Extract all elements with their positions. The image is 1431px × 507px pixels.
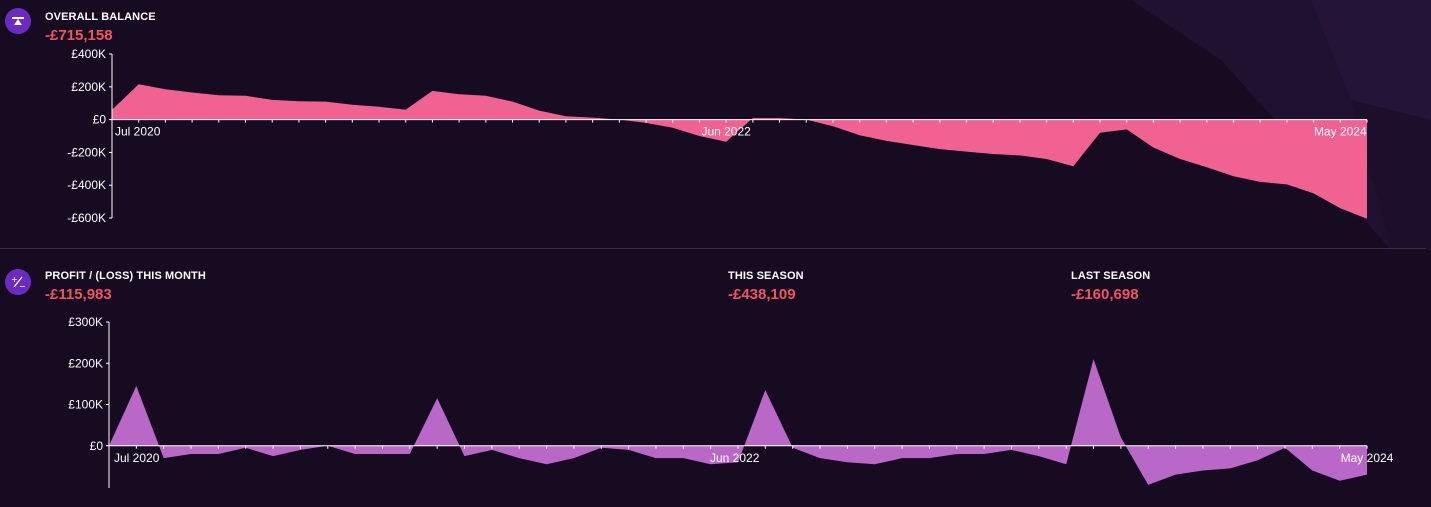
balance-x-tick-label: May 2024: [1314, 125, 1367, 139]
balance-y-tick-label: £400K: [71, 47, 106, 61]
balance-y-tick-label: -£400K: [67, 178, 106, 192]
this-season-label: THIS SEASON: [728, 270, 804, 282]
overall-balance-chart: £400K £200K £0 -£200K -£400K -£600K Jul 2020 Ju…: [67, 47, 1368, 225]
profit-y-tick-label: £100K: [68, 398, 103, 412]
seesaw-balance-icon: [5, 8, 31, 34]
this-season-value: -£438,109: [728, 286, 796, 303]
overall-balance-value: -£715,158: [45, 27, 113, 44]
profit-x-tick-label: Jul 2020: [114, 451, 160, 465]
balance-area-series: [112, 84, 1367, 219]
balance-x-tick-label: Jul 2020: [115, 125, 161, 139]
balance-x-tick-label: Jun 2022: [701, 125, 751, 139]
overall-balance-label: OVERALL BALANCE: [45, 11, 156, 23]
balance-y-tick-label: £200K: [71, 80, 106, 94]
profit-y-tick-label: £200K: [68, 356, 103, 370]
profit-y-tick-label: £0: [90, 439, 104, 453]
profit-y-tick-label: £300K: [68, 315, 103, 329]
section-divider: [0, 248, 1426, 249]
profit-loss-chart: £300K £200K £100K £0 Jul 2020 Jun 2022 May 202…: [68, 315, 1394, 488]
profit-x-tick-label: May 2024: [1341, 451, 1394, 465]
last-season-value: -£160,698: [1071, 286, 1139, 303]
svg-text:−: −: [19, 282, 26, 290]
last-season-label: LAST SEASON: [1071, 270, 1151, 282]
balance-y-tick-label: £0: [93, 113, 107, 127]
plus-minus-icon: + −: [5, 269, 31, 295]
profit-area-series: [109, 359, 1367, 485]
balance-y-tick-label: -£200K: [67, 145, 106, 159]
svg-text:+: +: [11, 275, 18, 284]
profit-x-tick-label: Jun 2022: [710, 451, 760, 465]
balance-y-tick-label: -£600K: [67, 211, 106, 225]
profit-this-month-value: -£115,983: [45, 286, 112, 303]
profit-this-month-label: PROFIT / (LOSS) THIS MONTH: [45, 270, 206, 282]
